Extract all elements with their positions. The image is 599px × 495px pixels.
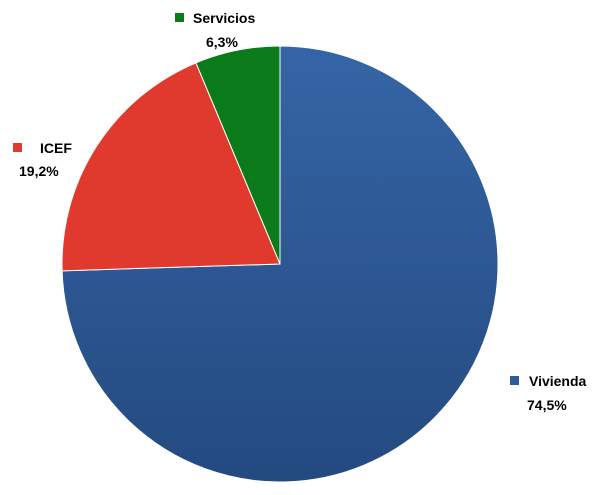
- slice-label-vivienda: Vivienda 74,5%: [510, 373, 587, 413]
- slice-name-icef: ICEF: [40, 140, 72, 156]
- legend-swatch-vivienda: [510, 376, 519, 385]
- slice-value-servicios: 6,3%: [206, 34, 238, 50]
- pie-slice-servicios: [195, 45, 281, 265]
- slice-name-vivienda: Vivienda: [529, 373, 587, 389]
- legend-swatch-icef: [13, 143, 22, 152]
- slice-name-servicios: Servicios: [193, 10, 255, 26]
- slice-value-icef: 19,2%: [19, 163, 59, 179]
- pie-slices: [61, 45, 499, 483]
- pie-slice-icef: [61, 62, 281, 272]
- slice-value-vivienda: 74,5%: [527, 397, 567, 413]
- legend-swatch-servicios: [175, 13, 184, 22]
- slice-label-icef: ICEF 19,2%: [13, 140, 72, 179]
- slice-label-servicios: Servicios 6,3%: [175, 10, 255, 50]
